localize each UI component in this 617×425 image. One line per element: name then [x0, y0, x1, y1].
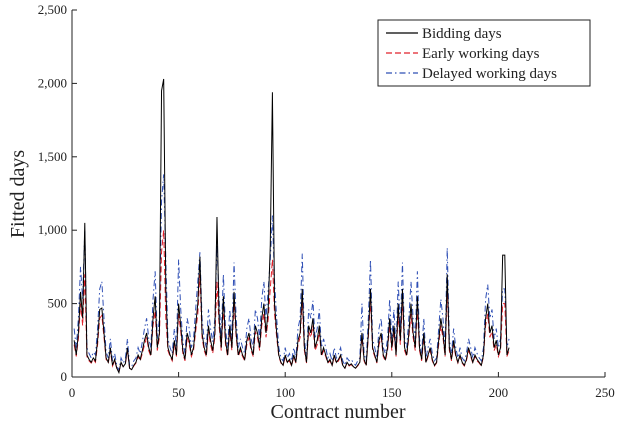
- x-tick-label: 150: [382, 385, 402, 400]
- x-tick-label: 0: [69, 385, 76, 400]
- legend-label: Bidding days: [422, 26, 502, 42]
- y-tick-label: 1,500: [38, 149, 67, 164]
- y-tick-label: 2,500: [38, 2, 67, 17]
- y-tick-label: 2,000: [38, 75, 67, 90]
- x-tick-label: 50: [172, 385, 185, 400]
- y-tick-label: 500: [48, 296, 68, 311]
- x-tick-label: 200: [489, 385, 509, 400]
- legend-label: Delayed working days: [422, 66, 557, 82]
- x-tick-label: 250: [595, 385, 615, 400]
- x-tick-label: 100: [275, 385, 295, 400]
- x-axis-title: Contract number: [271, 401, 406, 423]
- series-line: [73, 78, 510, 375]
- y-tick-label: 0: [61, 369, 68, 384]
- y-axis-title: Fitted days: [7, 150, 29, 239]
- legend-label: Early working days: [422, 46, 540, 62]
- y-tick-label: 1,000: [38, 222, 67, 237]
